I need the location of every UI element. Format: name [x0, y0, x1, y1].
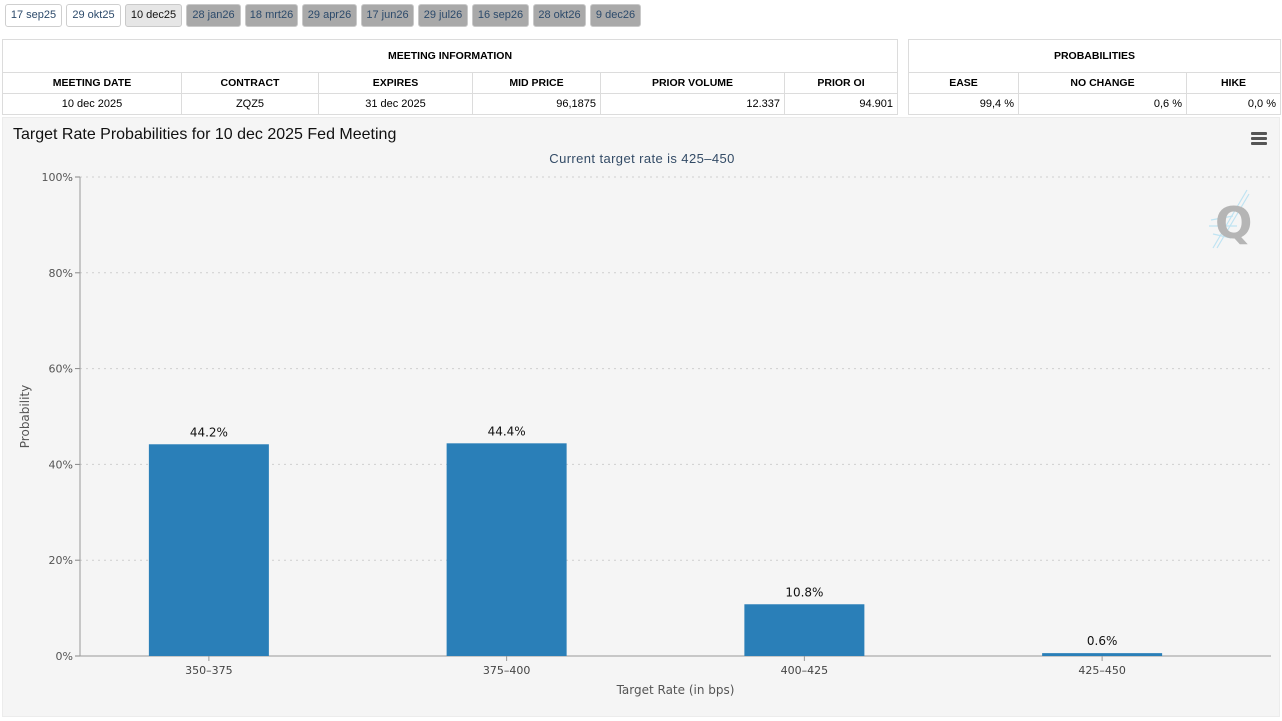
tab-date[interactable]: 29 apr26	[302, 4, 357, 27]
col-header-prior-oi: PRIOR OI	[783, 72, 899, 94]
bar	[148, 444, 269, 656]
svg-text:Q: Q	[1215, 198, 1252, 249]
table-row: 10 dec 2025 ZQZ5 31 dec 2025 96,1875 12.…	[2, 93, 899, 115]
tab-date[interactable]: 28 okt26	[533, 4, 586, 27]
chart-title: Target Rate Probabilities for 10 dec 202…	[13, 126, 397, 143]
x-tick-label: 425–450	[1078, 664, 1126, 677]
ease-cell: 99,4 %	[908, 93, 1019, 115]
tab-date[interactable]: 18 mrt26	[245, 4, 298, 27]
y-tick-label: 100%	[42, 171, 73, 184]
data-label: 0.6%	[1087, 634, 1118, 648]
prior-volume-cell: 12.337	[600, 93, 785, 115]
hike-cell: 0,0 %	[1186, 93, 1281, 115]
meeting-information-caption: MEETING INFORMATION	[1, 39, 899, 73]
no-change-cell: 0,6 %	[1018, 93, 1187, 115]
y-tick-label: 20%	[49, 554, 73, 567]
mid-price-cell: 96,1875	[472, 93, 601, 115]
tab-date[interactable]: 10 dec25	[125, 4, 182, 27]
y-axis-title: Probability	[18, 385, 32, 448]
data-label: 10.8%	[785, 585, 823, 599]
probabilities-caption: PROBABILITIES	[908, 39, 1281, 73]
y-tick-label: 60%	[49, 363, 73, 376]
y-tick-label: 40%	[49, 458, 73, 471]
logo-watermark-icon: Q	[1209, 189, 1252, 249]
col-header-contract: CONTRACT	[181, 72, 319, 94]
meeting-information-table: MEETING INFORMATION MEETING DATE CONTRAC…	[1, 39, 899, 115]
col-header-prior-volume: PRIOR VOLUME	[600, 72, 785, 94]
col-header-mid-price: MID PRICE	[472, 72, 601, 94]
bar	[1042, 653, 1163, 656]
tab-date[interactable]: 29 okt25	[66, 4, 121, 27]
tab-date[interactable]: 17 jun26	[361, 4, 414, 27]
tab-date[interactable]: 17 sep25	[5, 4, 62, 27]
col-header-ease: EASE	[908, 72, 1019, 94]
tab-date[interactable]: 9 dec26	[590, 4, 641, 27]
bar-chart: 0% 20% 40% 60% 80% 100% 44.2% 350–375 44.4% 375–4…	[18, 171, 1271, 697]
x-axis-title: Target Rate (in bps)	[616, 683, 735, 697]
table-row: 99,4 % 0,6 % 0,0 %	[908, 93, 1281, 115]
x-tick-label: 400–425	[781, 664, 829, 677]
contract-cell: ZQZ5	[181, 93, 319, 115]
col-header-hike: HIKE	[1186, 72, 1281, 94]
tab-date[interactable]: 28 jan26	[186, 4, 241, 27]
bar	[744, 604, 865, 656]
expires-cell: 31 dec 2025	[318, 93, 473, 115]
data-label: 44.4%	[488, 424, 526, 438]
meeting-date-cell: 10 dec 2025	[2, 93, 182, 115]
prior-oi-cell: 94.901	[783, 93, 899, 115]
col-header-no-change: NO CHANGE	[1018, 72, 1187, 94]
chart-menu-icon[interactable]	[1251, 132, 1267, 146]
col-header-expires: EXPIRES	[318, 72, 473, 94]
x-tick-label: 375–400	[483, 664, 531, 677]
tab-date[interactable]: 29 jul26	[418, 4, 468, 27]
probabilities-table: PROBABILITIES EASE NO CHANGE HIKE 99,4 %…	[908, 39, 1281, 115]
x-tick-label: 350–375	[185, 664, 233, 677]
bar	[446, 443, 567, 656]
data-label: 44.2%	[190, 425, 228, 439]
tab-date[interactable]: 16 sep26	[472, 4, 529, 27]
y-tick-label: 0%	[56, 650, 73, 663]
chart-subtitle: Current target rate is 425–450	[549, 151, 735, 166]
y-tick-label: 80%	[49, 267, 73, 280]
chart-panel: 0% 20% 40% 60% 80% 100% 44.2% 350–375 44.4% 375–4…	[2, 117, 1280, 717]
col-header-meeting-date: MEETING DATE	[2, 72, 182, 94]
